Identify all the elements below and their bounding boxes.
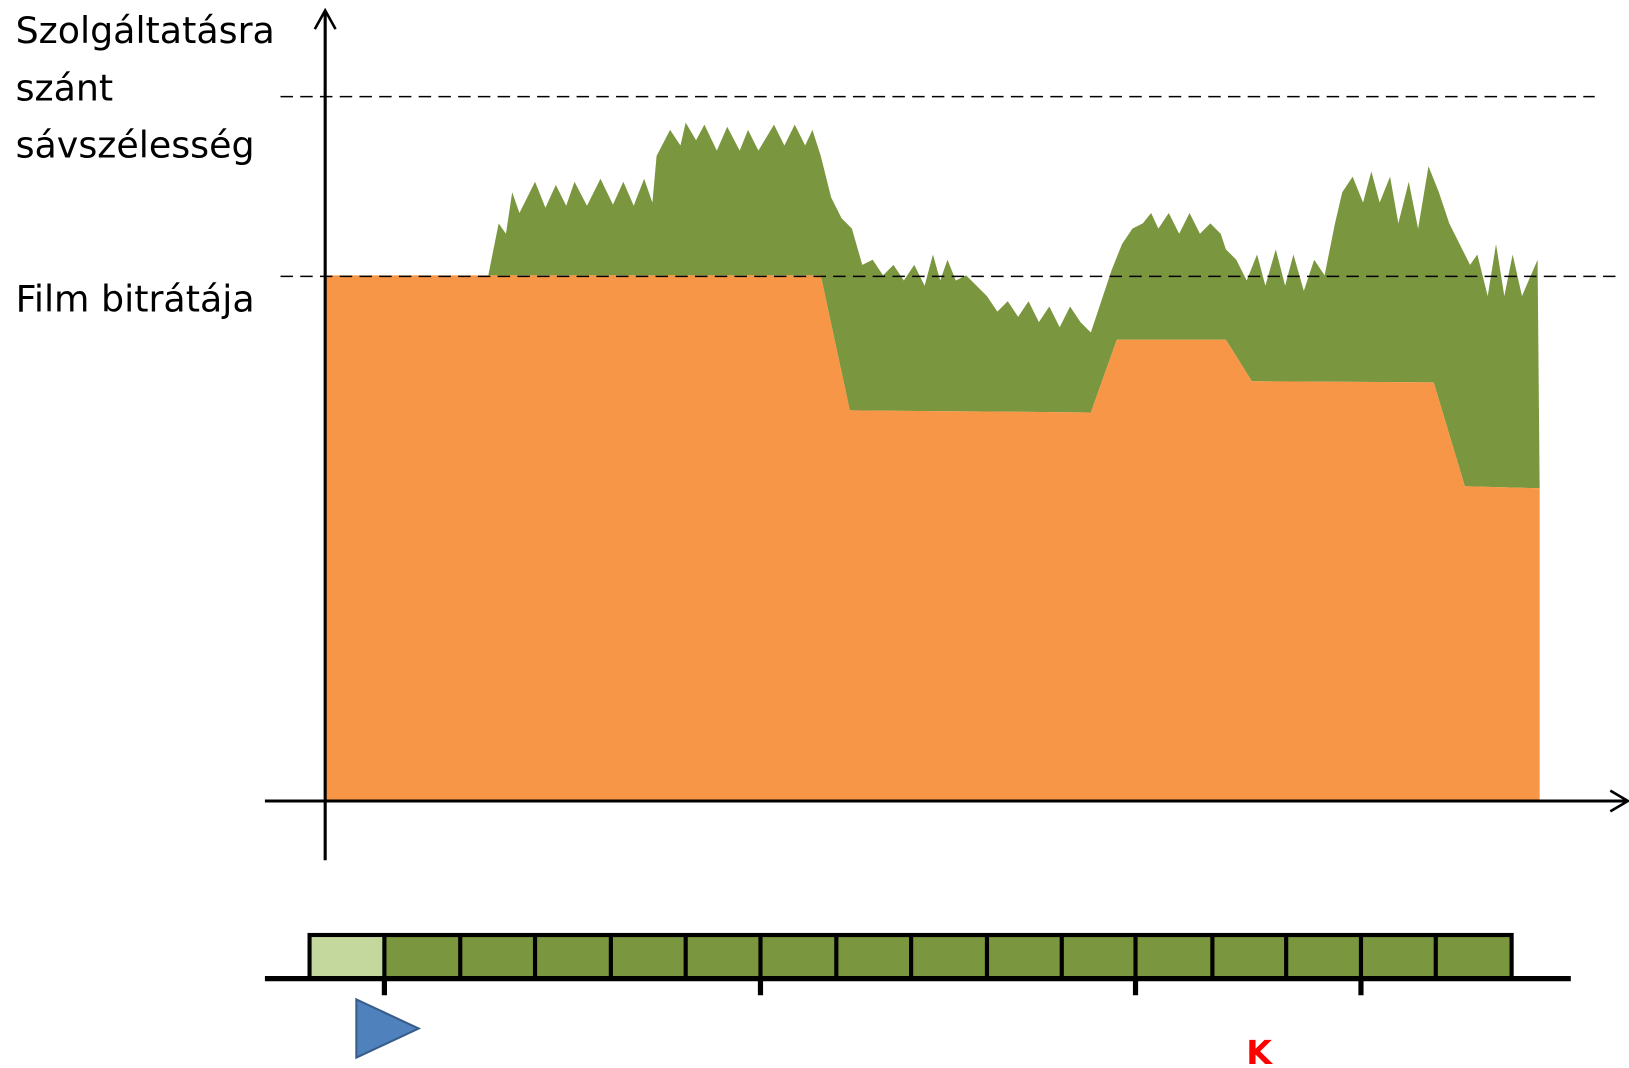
x-axis-arrow [1609, 789, 1629, 813]
bitrate-area [325, 275, 1540, 800]
bandwidth-area [488, 122, 1540, 489]
y-axis-arrow [313, 7, 337, 30]
play-marker [355, 997, 422, 1060]
buffer-bar [264, 932, 1571, 996]
marker-label: K [1246, 1033, 1273, 1068]
level-label: Film bitrátája [16, 277, 255, 320]
y-axis-label: szánt [16, 66, 114, 109]
y-axis-label: sávszélesség [16, 124, 255, 167]
y-axis-label: Szolgáltatásra [16, 9, 275, 52]
